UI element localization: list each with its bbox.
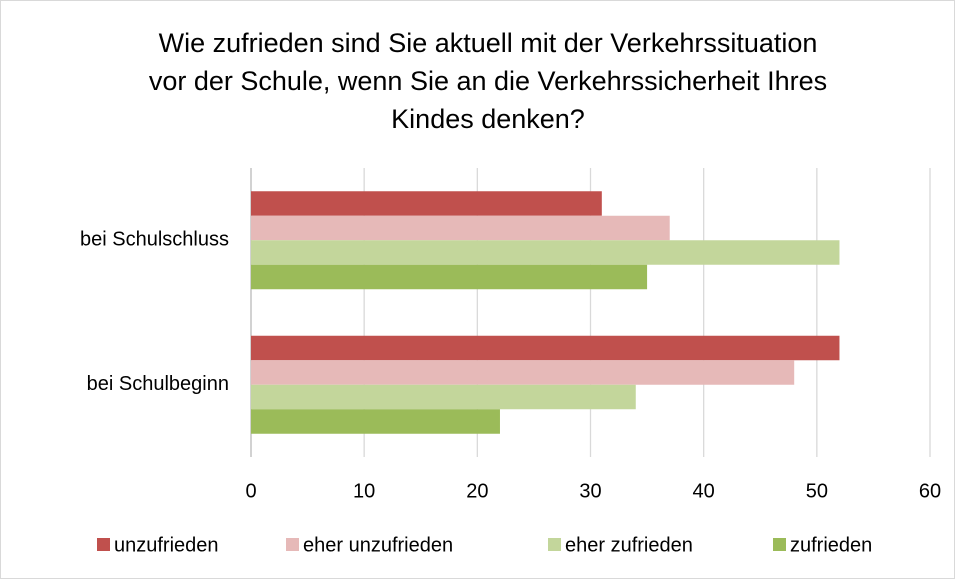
bar [251, 335, 840, 361]
legend-label: unzufrieden [114, 534, 219, 556]
bar [251, 191, 602, 216]
legend-swatch [286, 538, 299, 551]
legend-swatch [548, 538, 561, 551]
legend-label: zufrieden [790, 534, 872, 556]
x-tick-label: 0 [245, 480, 256, 502]
bar [251, 409, 500, 434]
legend-swatch [773, 538, 786, 551]
legend-label: eher unzufrieden [303, 534, 453, 556]
bar [251, 240, 840, 265]
y-tick-label: bei Schulbeginn [87, 373, 229, 395]
x-tick-label: 40 [693, 480, 715, 502]
bar [251, 215, 670, 241]
bar [251, 384, 636, 410]
bar [251, 360, 795, 385]
legend-label: eher zufrieden [565, 534, 693, 556]
x-tick-label: 60 [919, 480, 941, 502]
x-tick-label: 20 [466, 480, 488, 502]
y-tick-label: bei Schulschluss [80, 229, 229, 251]
x-tick-label: 30 [579, 480, 601, 502]
x-tick-label: 50 [806, 480, 828, 502]
legend-swatch [97, 538, 110, 551]
bar [251, 264, 648, 290]
chart-title: Wie zufrieden sind Sie aktuell mit der V… [148, 28, 828, 134]
x-tick-label: 10 [353, 480, 375, 502]
